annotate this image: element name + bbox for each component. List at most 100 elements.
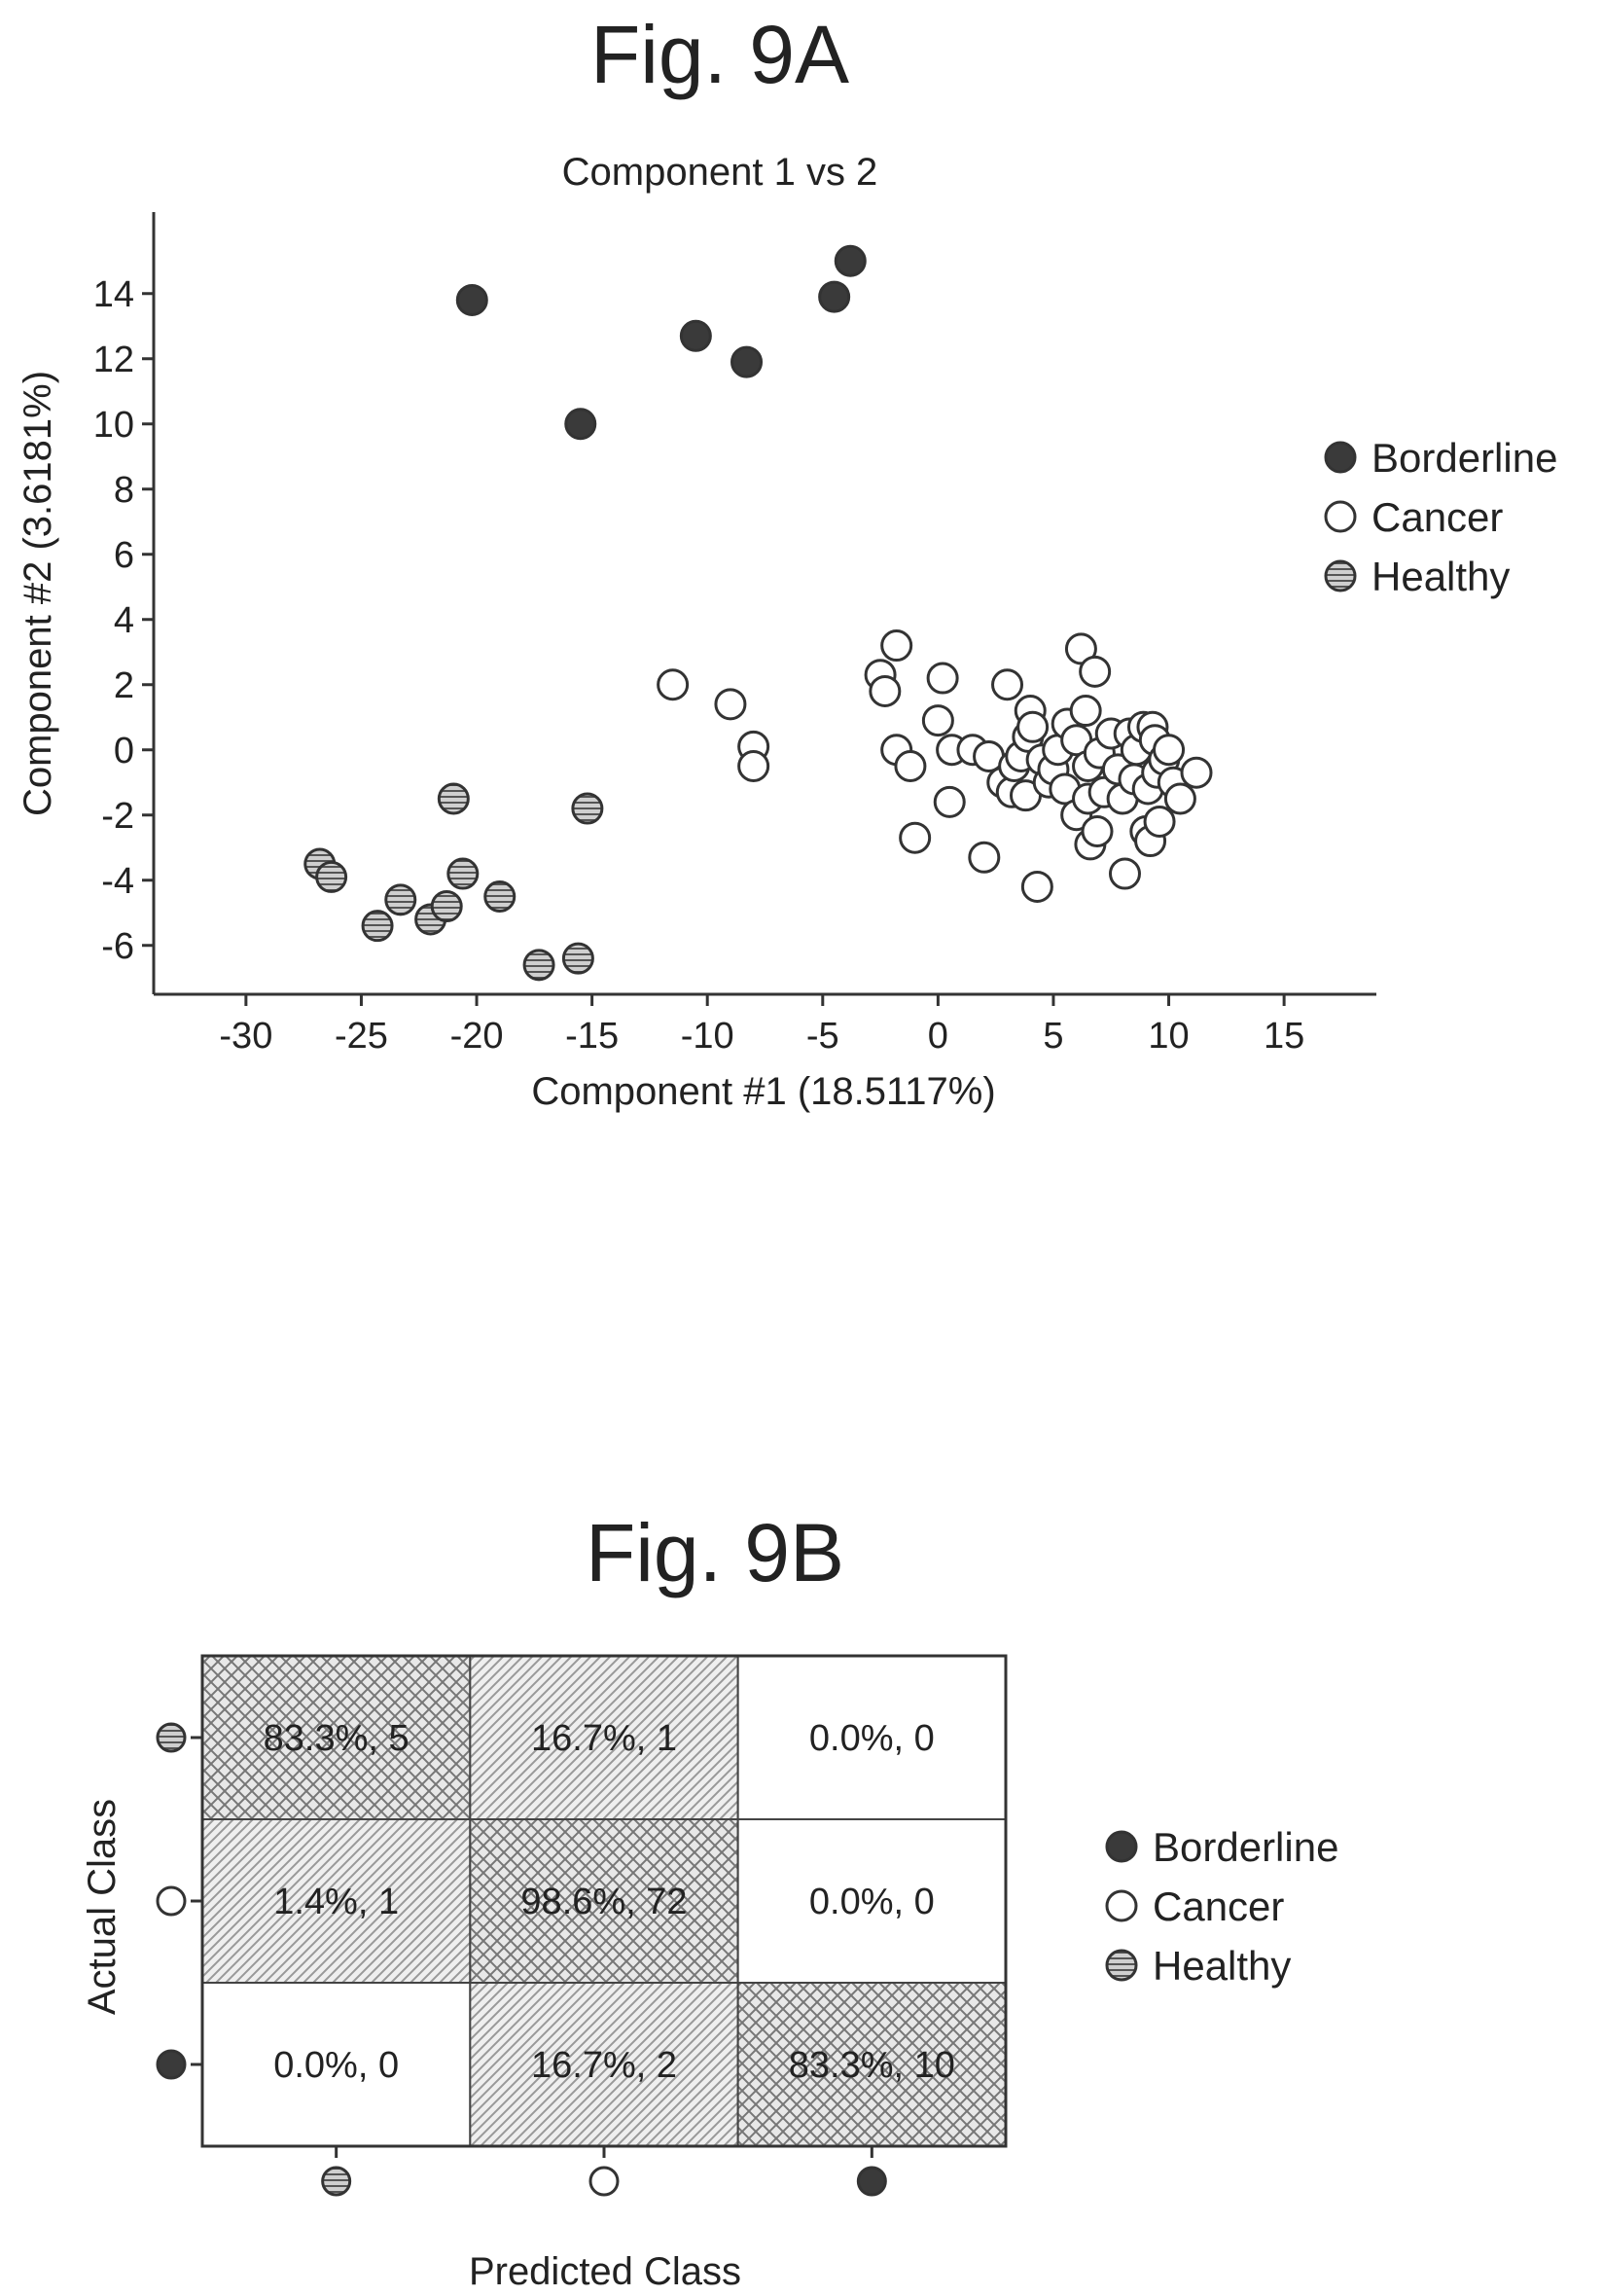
cancer-point (737, 750, 770, 782)
x-tick-label: 10 (1148, 1016, 1189, 1057)
cancer-point (894, 750, 927, 782)
confusion-legend: Borderline Cancer Healthy (1105, 1824, 1338, 1989)
healthy-point (571, 792, 604, 825)
fig-9a-label: Fig. 9A (590, 9, 849, 100)
y-tick-label: 8 (114, 470, 134, 511)
series-healthy (303, 782, 604, 982)
cancer-point (1180, 756, 1213, 789)
healthy-point (446, 857, 480, 890)
cancer-point (1016, 710, 1050, 743)
scatter-title: Component 1 vs 2 (562, 151, 878, 194)
confusion-cell-label: 1.4%, 1 (273, 1882, 399, 1922)
borderline-point (834, 244, 867, 277)
scatter-legend: Borderline Cancer Healthy (1324, 435, 1557, 599)
cancer-point (1069, 695, 1102, 728)
confusion-cell (201, 1818, 472, 1984)
scatter-points (303, 244, 1213, 982)
confusion-cell-label: 98.6%, 72 (520, 1882, 687, 1922)
y-tick-label: -6 (101, 926, 134, 967)
cancer-point (1064, 632, 1097, 665)
confusion-cell-label: 0.0%, 0 (809, 1718, 935, 1759)
y-tick-label: 0 (114, 731, 134, 771)
y-tick-label: -2 (101, 796, 134, 837)
x-tick-label: -10 (681, 1016, 734, 1057)
scatter-x-ticks: -30 -25 -20 -15 -10 -5 0 5 10 15 (219, 994, 1304, 1057)
scatter-y-ticks: -6 -4 -2 0 2 4 6 8 10 12 14 (93, 274, 154, 967)
x-tick-label: -25 (335, 1016, 388, 1057)
cancer-point (968, 841, 1001, 874)
row-cancer-icon (156, 1885, 187, 1917)
cancer-point (1081, 815, 1114, 847)
confusion-cell-label: 83.3%, 10 (789, 2045, 955, 2086)
cancer-point (1143, 805, 1176, 838)
confusion-cell (736, 1982, 1008, 2147)
legend-cancer-icon (1105, 1889, 1138, 1922)
cancer-point (714, 688, 747, 721)
y-tick-label: 10 (93, 405, 134, 446)
healthy-point (315, 860, 348, 893)
legend-cancer-label: Cancer (1153, 1883, 1284, 1929)
fig-9b-label: Fig. 9B (586, 1507, 844, 1598)
y-tick-label: 2 (114, 665, 134, 706)
y-tick-label: 14 (93, 274, 134, 315)
col-cancer-icon (588, 2166, 620, 2197)
y-tick-label: 4 (114, 600, 134, 641)
confusion-col-markers (321, 2146, 887, 2197)
confusion-cell-label: 16.7%, 2 (531, 2045, 677, 2086)
fig-9a: Fig. 9A Component 1 vs 2 -30 -25 -20 -15 -10… (17, 9, 1557, 1113)
confusion-cell-label: 16.7%, 1 (531, 1718, 677, 1759)
col-healthy-icon (321, 2166, 352, 2197)
borderline-point (730, 345, 764, 378)
confusion-cell (201, 1982, 472, 2147)
cancer-point (880, 629, 913, 663)
series-borderline (455, 244, 867, 441)
healthy-point (384, 883, 417, 916)
legend-borderline-label: Borderline (1153, 1824, 1338, 1870)
series-cancer (657, 629, 1213, 903)
healthy-point (437, 782, 470, 815)
legend-borderline-icon (1324, 441, 1357, 474)
confusion-cell (736, 1818, 1008, 1984)
borderline-point (455, 283, 488, 316)
x-tick-label: -20 (450, 1016, 504, 1057)
cancer-point (991, 668, 1024, 701)
legend-healthy-icon (1324, 559, 1357, 592)
confusion-cell-label: 83.3%, 5 (264, 1718, 410, 1759)
row-healthy-icon (156, 1722, 187, 1753)
row-borderline-icon (156, 2049, 187, 2080)
healthy-point (430, 890, 463, 923)
cancer-point (657, 668, 690, 701)
col-borderline-icon (856, 2166, 887, 2197)
cancer-point (869, 674, 902, 707)
confusion-cell (736, 1655, 1008, 1820)
legend-healthy-label: Healthy (1153, 1943, 1291, 1989)
healthy-point (561, 942, 594, 975)
scatter-y-axis-label: Component #2 (3.6181%) (17, 371, 59, 816)
x-tick-label: -15 (565, 1016, 619, 1057)
x-tick-label: 15 (1264, 1016, 1304, 1057)
borderline-point (564, 408, 597, 441)
confusion-cell-label: 0.0%, 0 (273, 2045, 399, 2086)
y-tick-label: 12 (93, 340, 134, 380)
y-tick-label: -4 (101, 861, 134, 902)
healthy-point (522, 949, 555, 982)
legend-healthy-icon (1105, 1949, 1138, 1982)
cancer-point (1020, 870, 1053, 903)
confusion-cell (469, 1818, 739, 1984)
cancer-point (1079, 655, 1112, 688)
confusion-y-axis-label: Actual Class (81, 1799, 124, 2015)
borderline-point (679, 319, 712, 352)
legend-cancer-icon (1324, 500, 1357, 533)
confusion-x-axis-label: Predicted Class (469, 2250, 741, 2293)
cancer-point (921, 704, 954, 737)
cancer-point (933, 785, 966, 818)
x-tick-label: -30 (219, 1016, 272, 1057)
scatter-x-axis-label: Component #1 (18.5117%) (531, 1070, 995, 1113)
healthy-point (483, 880, 517, 913)
y-tick-label: 6 (114, 535, 134, 576)
confusion-cell (469, 1982, 739, 2147)
cancer-point (1153, 734, 1186, 767)
borderline-point (818, 280, 851, 313)
confusion-row-markers (156, 1722, 202, 2080)
